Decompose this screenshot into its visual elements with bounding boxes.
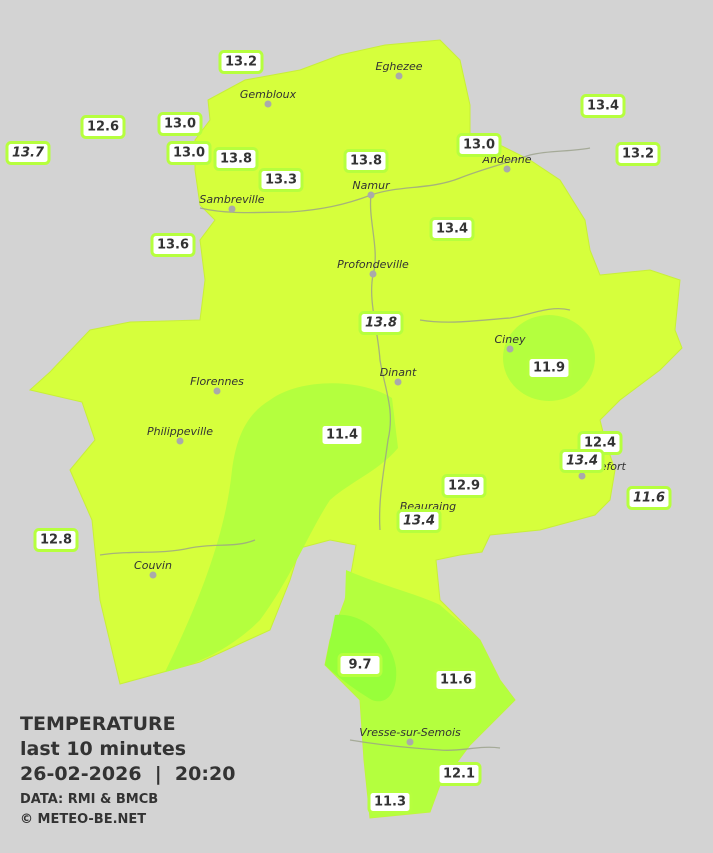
station-reading: 9.7 [348,658,371,673]
station-box [358,311,404,335]
station-box [166,141,212,165]
station-reading: 13.8 [350,154,382,169]
city-label: Couvin [134,559,172,572]
station-reading: 13.8 [365,316,397,331]
station-box [615,142,661,166]
city-label: Namur [352,179,391,192]
station-box [258,168,304,192]
station-box [429,217,475,241]
city-dot [394,378,402,386]
station-reading: 13.2 [225,55,257,70]
station-box [213,147,259,171]
station-reading: 11.9 [533,361,565,376]
station-box [526,356,572,380]
station-box [343,149,389,173]
legend-source: DATA: RMI & BMCB [20,792,158,807]
city-dot [367,191,375,199]
city-dot [213,387,221,395]
station-reading: 13.2 [622,147,654,162]
station-box [441,474,487,498]
station-reading: 12.4 [584,436,616,451]
city-dot [149,571,157,579]
station-reading: 11.6 [633,491,665,506]
city-label: Eghezee [376,60,423,73]
station-box [626,486,672,510]
city-dot [395,72,403,80]
station-reading: 13.7 [12,146,45,161]
city-label: Gembloux [240,88,297,101]
station-reading: 13.4 [566,454,598,469]
city-label: Philippeville [147,425,213,438]
city-label: Vresse-sur-Semois [359,726,461,739]
station-box [433,668,479,692]
station-box [157,112,203,136]
river [349,739,501,752]
station-box [319,423,365,447]
city-label: Dinant [380,366,417,379]
river [419,308,571,323]
station-box [218,50,264,74]
station-box [80,115,126,139]
station-reading: 13.4 [403,514,435,529]
station-reading: 13.0 [164,117,196,132]
city-label: Florennes [190,375,244,388]
legend-credit: © METEO-BE.NET [20,812,146,827]
station-reading: 13.0 [463,138,495,153]
river [369,194,391,531]
legend-period: last 10 minutes [20,738,186,760]
river [199,147,591,214]
station-reading: 13.0 [173,146,205,161]
station-reading: 11.3 [374,795,406,810]
city-dot [506,345,514,353]
city-label: Sambreville [199,193,264,206]
city-label: Profondeville [337,258,409,271]
station-box [559,449,605,473]
station-reading: 11.4 [326,428,358,443]
city-label: Ciney [495,333,526,346]
station-box [337,653,383,677]
station-reading: 12.8 [40,533,72,548]
river [99,539,256,556]
legend-heading: TEMPERATURE [20,713,176,735]
city-dot [264,100,272,108]
station-box [367,790,413,814]
station-box [33,528,79,552]
station-reading: 13.4 [436,222,468,237]
station-reading: 12.6 [87,120,119,135]
city-dot [578,472,586,480]
station-box [5,141,51,165]
station-box [396,509,442,533]
station-reading: 11.6 [440,673,472,688]
station-reading: 13.4 [587,99,619,114]
station-reading: 13.6 [157,238,189,253]
station-reading: 12.9 [448,479,480,494]
legend-datetime: 26-02-2026 | 20:20 [20,763,235,785]
station-box [456,133,502,157]
city-dot [176,437,184,445]
city-dot [369,270,377,278]
station-reading: 13.3 [265,173,297,188]
city-dot [228,205,236,213]
warm-zone [165,383,398,672]
station-box [580,94,626,118]
station-box [436,762,482,786]
station-reading: 13.8 [220,152,252,167]
city-dot [503,165,511,173]
station-reading: 12.1 [443,767,475,782]
station-box [150,233,196,257]
city-dot [406,738,414,746]
